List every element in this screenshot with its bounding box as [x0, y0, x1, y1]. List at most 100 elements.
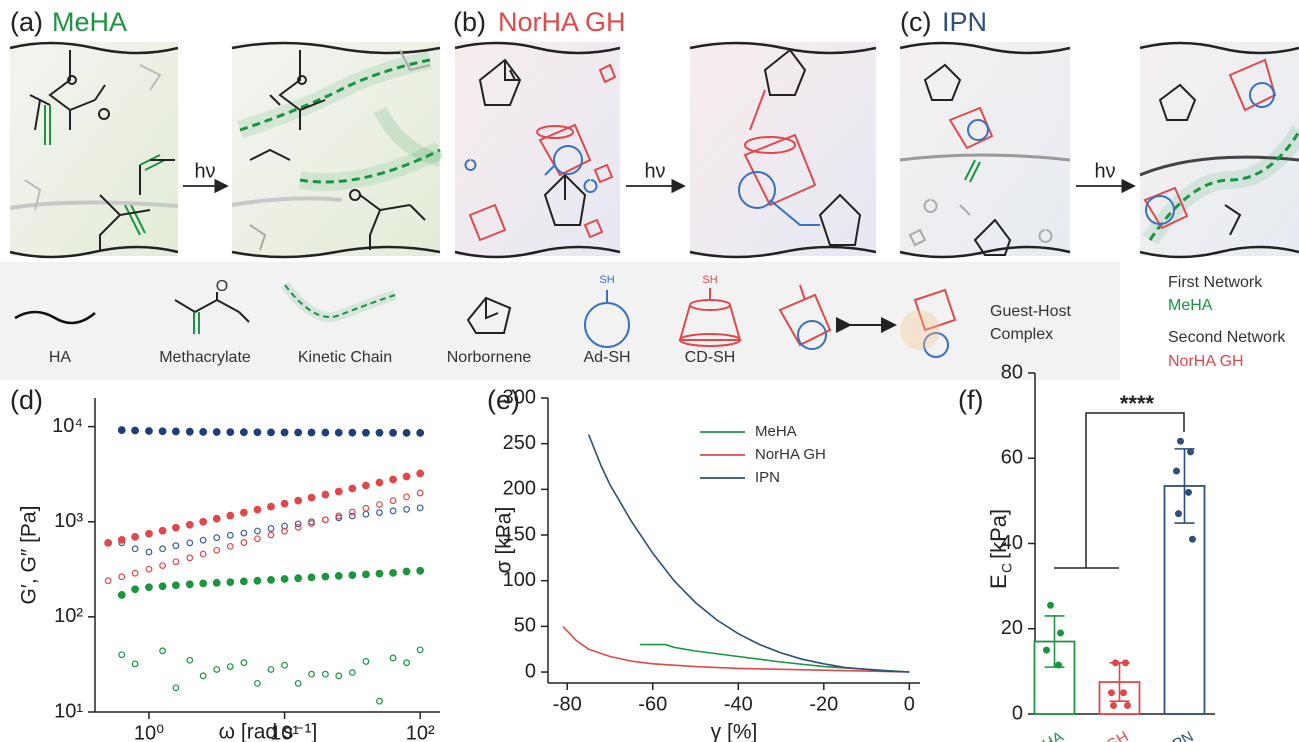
- legend-item: HA: [49, 349, 72, 366]
- data-point: [280, 499, 289, 508]
- schematic: [9, 41, 1299, 259]
- y-tick-label: 250: [503, 432, 536, 454]
- data-point: [334, 428, 343, 437]
- x-tick-label: -60: [638, 693, 667, 715]
- data-point: [267, 575, 275, 584]
- x-tick-label: -20: [809, 693, 838, 715]
- data-point: [226, 531, 234, 539]
- data-point: [186, 656, 194, 664]
- x-tick-label: 0: [904, 693, 915, 715]
- y-tick-label: 80: [1001, 361, 1023, 383]
- icon-label: SH: [702, 274, 717, 286]
- data-point: [389, 475, 397, 484]
- panel-titles: (a) MeHA (b) NorHA GH (c) IPN: [10, 7, 987, 37]
- data-point: [199, 579, 208, 588]
- y-axis-label-unit: [kPa]: [986, 509, 1011, 559]
- data-point: [376, 697, 383, 705]
- data-point: [389, 428, 397, 437]
- x-axis-label: γ [%]: [711, 721, 758, 742]
- data-point: [185, 427, 194, 436]
- data-point: [145, 565, 153, 573]
- data-point: [213, 546, 221, 554]
- data-point: [281, 527, 288, 535]
- data-point: [159, 562, 166, 570]
- data-line: [587, 434, 910, 673]
- data-point: [240, 659, 248, 667]
- legend-strip: O SH SH HA Methacrylate Kinetic Chain No…: [0, 262, 1286, 380]
- data-point: [294, 520, 302, 528]
- data-point: [118, 651, 126, 659]
- data-point: [389, 507, 397, 515]
- data-point: [403, 505, 410, 513]
- legend-item: Norbornene: [447, 349, 532, 366]
- legend-label: MeHA: [755, 423, 797, 440]
- data-point: [348, 669, 356, 676]
- y-axis-label: EC [kPa]: [986, 509, 1015, 589]
- data-point: [321, 490, 330, 499]
- y-axis-label: G′, G″ [Pa]: [18, 506, 41, 605]
- data-point: [1122, 659, 1129, 667]
- data-point: [131, 545, 139, 553]
- data-point: [362, 504, 370, 512]
- data-point: [403, 659, 410, 667]
- data-point: [1047, 601, 1054, 609]
- data-point: [186, 539, 194, 547]
- data-point: [172, 542, 180, 550]
- data-point: [185, 520, 194, 529]
- data-point: [145, 548, 153, 556]
- y-axis-label-subscript: C: [999, 563, 1015, 573]
- data-point: [185, 580, 194, 589]
- data-point: [145, 427, 153, 435]
- data-point: [1120, 689, 1127, 697]
- data-point: [321, 516, 329, 524]
- y-tick-label: 10⁴: [52, 415, 83, 437]
- data-point: [104, 538, 113, 547]
- data-point: [239, 577, 248, 586]
- y-tick-label: 20: [1001, 617, 1023, 639]
- legend-item: Guest-Host: [990, 303, 1071, 320]
- data-point: [1110, 701, 1117, 709]
- panel-title: NorHA GH: [498, 7, 626, 37]
- data-point: [172, 523, 180, 532]
- data-point: [416, 428, 425, 437]
- data-point: [199, 428, 208, 436]
- data-point: [348, 571, 357, 579]
- data-point: [131, 569, 139, 577]
- data-point: [402, 428, 411, 437]
- panel-title: IPN: [942, 7, 987, 37]
- panel-label: (f): [958, 385, 983, 415]
- data-point: [199, 550, 207, 558]
- data-point: [267, 666, 275, 673]
- data-point: [362, 570, 370, 579]
- bar: [1163, 485, 1206, 715]
- data-point: [1043, 646, 1050, 654]
- data-point: [403, 493, 410, 501]
- data-point: [254, 679, 261, 687]
- y-tick-label: 10¹: [54, 700, 83, 722]
- panel-label: (d): [10, 385, 43, 415]
- data-point: [416, 566, 425, 575]
- data-point: [294, 574, 303, 583]
- legend-item: Ad-SH: [583, 349, 630, 366]
- y-tick-label: 60: [1001, 447, 1023, 469]
- data-point: [240, 539, 248, 546]
- y-tick-label: 40: [1001, 532, 1023, 554]
- data-point: [321, 428, 330, 437]
- data-point: [131, 660, 139, 668]
- data-point: [1112, 659, 1119, 667]
- data-point: [281, 661, 288, 669]
- y-axis-label-main: E: [986, 574, 1011, 589]
- data-point: [172, 684, 180, 692]
- data-point: [172, 427, 180, 436]
- data-point: [294, 496, 303, 505]
- data-point: [389, 497, 397, 505]
- x-tick-label: -40: [724, 693, 753, 715]
- data-point: [1108, 689, 1115, 697]
- network-label: First Network: [1168, 274, 1263, 291]
- data-point: [335, 512, 343, 520]
- data-point: [226, 542, 234, 550]
- data-point: [1187, 448, 1194, 456]
- network-label: Second Network: [1168, 329, 1286, 346]
- arrow-label: hν: [644, 160, 665, 182]
- data-point: [254, 535, 261, 543]
